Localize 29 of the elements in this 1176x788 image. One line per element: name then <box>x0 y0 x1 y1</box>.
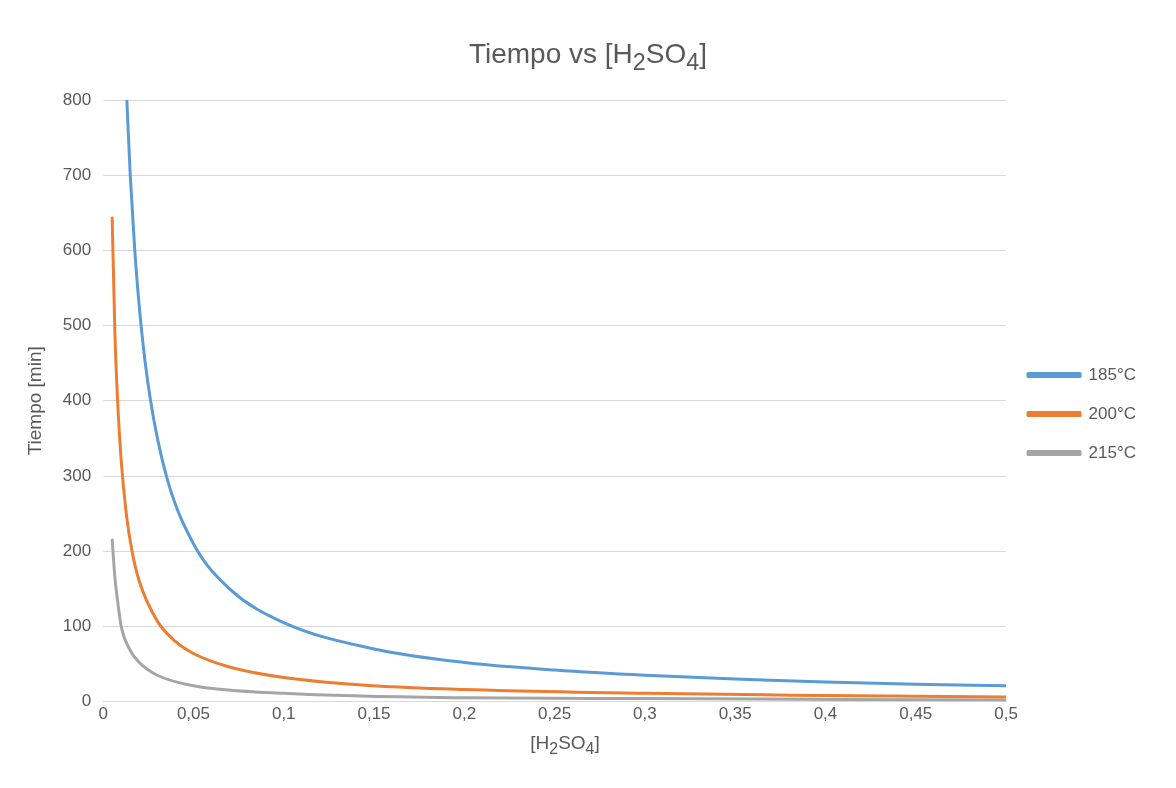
x-tick-label: 0,4 <box>813 704 838 724</box>
x-tick-label: 0,25 <box>538 704 572 724</box>
line-series <box>110 216 1007 699</box>
y-tick-label: 0 <box>81 691 92 711</box>
y-tick-label: 500 <box>62 315 92 335</box>
x-tick-label: 0,15 <box>357 704 391 724</box>
x-tick-label: 0,2 <box>452 704 477 724</box>
x-tick-label: 0,5 <box>994 704 1018 724</box>
x-tick-label: 0,45 <box>899 704 933 724</box>
y-tick-label: 200 <box>62 540 92 560</box>
y-axis-title: Tiempo [min] <box>23 346 45 456</box>
legend-label: 215°C <box>1088 442 1137 462</box>
line-series <box>110 538 1007 702</box>
x-tick-label: 0,35 <box>718 704 752 724</box>
x-tick-label: 0,3 <box>633 704 657 724</box>
legend-label: 200°C <box>1088 403 1137 423</box>
chart-title: Tiempo vs [H$_{2}$SO$_{4}$] <box>467 38 709 76</box>
x-tick-label: 0 <box>98 704 108 724</box>
x-tick-label: 0,1 <box>271 704 296 724</box>
y-tick-label: 800 <box>62 89 92 109</box>
x-axis-title: [H$_{2}$SO$_{4}$] <box>529 732 601 758</box>
y-tick-label: 600 <box>62 240 92 260</box>
y-tick-label: 300 <box>62 465 92 485</box>
y-tick-label: 700 <box>62 164 92 184</box>
line-series <box>125 100 1007 688</box>
x-tick-label: 0,05 <box>176 704 210 724</box>
y-tick-label: 400 <box>62 390 92 410</box>
y-tick-label: 100 <box>62 616 92 636</box>
legend-label: 185°C <box>1088 364 1137 384</box>
